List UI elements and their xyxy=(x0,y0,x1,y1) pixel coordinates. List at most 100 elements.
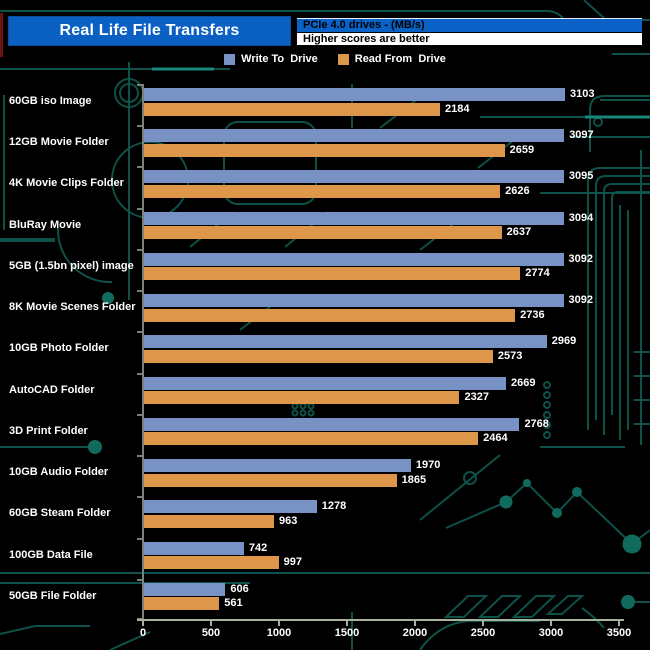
write-bar xyxy=(143,88,565,101)
x-axis-tick-label: 2500 xyxy=(470,627,496,639)
bar-value-label: 2184 xyxy=(445,102,470,115)
write-bar xyxy=(143,582,226,596)
read-bar xyxy=(143,391,460,405)
write-bar xyxy=(143,459,411,473)
write-bar xyxy=(143,170,564,184)
bar-value-label: 3095 xyxy=(568,170,594,183)
bar-value-label: 2573 xyxy=(497,349,523,362)
read-bar xyxy=(143,308,516,322)
y-axis-tick xyxy=(137,166,142,169)
category-label: 3D Print Folder xyxy=(9,424,88,437)
x-axis-tick xyxy=(278,621,280,626)
x-axis-tick xyxy=(482,621,484,626)
y-axis-tick xyxy=(137,455,142,458)
read-bar xyxy=(143,556,279,570)
bar-value-label: 1278 xyxy=(321,500,347,513)
x-axis-tick-label: 2000 xyxy=(402,627,428,639)
category-label: 100GB Data File xyxy=(9,548,93,561)
x-axis-tick-label: 1000 xyxy=(266,627,292,639)
write-series-swatch-icon xyxy=(224,53,236,65)
category-label: 12GB Movie Folder xyxy=(9,136,109,149)
category-label: 10GB Audio Folder xyxy=(9,466,109,479)
category-label: 8K Movie Scenes Folder xyxy=(9,301,136,314)
x-axis-tick xyxy=(414,621,416,626)
bar-value-label: 3103 xyxy=(570,88,595,100)
y-axis-tick xyxy=(137,248,142,251)
read-series-swatch-icon xyxy=(337,53,349,65)
bar-value-label: 2669 xyxy=(510,376,536,389)
chart-title: Real Life File Transfers xyxy=(59,22,240,39)
bar-value-label: 3092 xyxy=(568,294,593,307)
x-axis-tick-label: 0 xyxy=(139,627,147,639)
bar-value-label: 1970 xyxy=(415,459,441,472)
read-bar xyxy=(143,514,274,528)
bar-value-label: 2774 xyxy=(525,267,550,280)
bar-value-label: 2969 xyxy=(551,335,577,348)
write-bar xyxy=(143,252,564,266)
x-axis-tick xyxy=(142,621,144,626)
info-subtitle: PCIe 4.0 drives - (MB/s) xyxy=(303,19,425,31)
bar-value-label: 2768 xyxy=(524,417,549,430)
read-bar xyxy=(143,473,397,487)
category-label: BluRay Movie xyxy=(9,218,82,231)
bar-value-label: 3097 xyxy=(569,129,594,142)
bar-value-label: 2327 xyxy=(464,391,489,404)
x-axis-tick-label: 500 xyxy=(201,627,221,639)
read-bar xyxy=(143,349,493,363)
legend-label-read: Read From Drive xyxy=(354,53,446,65)
x-axis-line xyxy=(137,619,624,621)
write-bar xyxy=(143,335,547,349)
info-subtitle-row: PCIe 4.0 drives - (MB/s) xyxy=(297,19,642,32)
bar-value-label: 3092 xyxy=(568,252,593,265)
read-bar xyxy=(143,226,502,240)
bar-value-label: 1865 xyxy=(401,473,427,486)
y-axis-tick xyxy=(137,496,142,499)
write-bar xyxy=(143,541,244,555)
y-axis-tick xyxy=(137,290,142,293)
bar-value-label: 606 xyxy=(230,582,249,595)
x-axis-tick xyxy=(618,621,620,626)
bar-value-label: 963 xyxy=(278,514,298,527)
bar-value-label: 2464 xyxy=(483,432,508,445)
x-axis-tick xyxy=(550,621,552,626)
bar-value-label: 997 xyxy=(283,556,302,569)
x-axis-tick xyxy=(210,621,212,626)
y-axis-tick xyxy=(137,537,142,540)
write-bar xyxy=(143,376,506,390)
y-axis-tick xyxy=(137,207,142,210)
y-axis-tick xyxy=(137,125,142,128)
y-axis-tick xyxy=(137,372,142,375)
y-axis-tick xyxy=(137,578,142,581)
bar-value-label: 3094 xyxy=(568,211,594,224)
category-label: 60GB iso Image xyxy=(9,95,92,107)
x-axis-tick xyxy=(346,621,348,626)
read-bar xyxy=(143,102,441,116)
legend-item-read: Read From Drive xyxy=(337,53,446,65)
read-bar xyxy=(143,184,501,198)
info-box: PCIe 4.0 drives - (MB/s) Higher scores a… xyxy=(297,18,642,45)
write-bar xyxy=(143,417,520,431)
y-axis-tick xyxy=(137,84,142,86)
category-label: 5GB (1.5bn pixel) image xyxy=(9,259,134,272)
read-bar xyxy=(143,597,220,611)
x-axis-tick-label: 3000 xyxy=(538,627,564,639)
x-axis-tick-label: 1500 xyxy=(334,627,360,639)
read-bar xyxy=(143,143,505,157)
write-bar xyxy=(143,500,317,514)
bar-value-label: 2637 xyxy=(506,226,532,239)
category-label: 4K Movie Clips Folder xyxy=(9,177,124,190)
category-label: 10GB Photo Folder xyxy=(9,342,109,355)
y-axis-line xyxy=(142,84,144,621)
read-bar xyxy=(143,267,521,281)
bar-value-label: 2736 xyxy=(520,308,545,321)
bar-value-label: 2659 xyxy=(509,143,535,156)
bar-value-label: 742 xyxy=(248,541,268,554)
category-label: 60GB Steam Folder xyxy=(9,507,111,520)
bar-value-label: 561 xyxy=(224,597,243,610)
y-axis-tick xyxy=(137,331,142,334)
bar-value-label: 2626 xyxy=(505,184,530,197)
write-bar xyxy=(143,211,564,225)
write-bar xyxy=(143,129,565,143)
